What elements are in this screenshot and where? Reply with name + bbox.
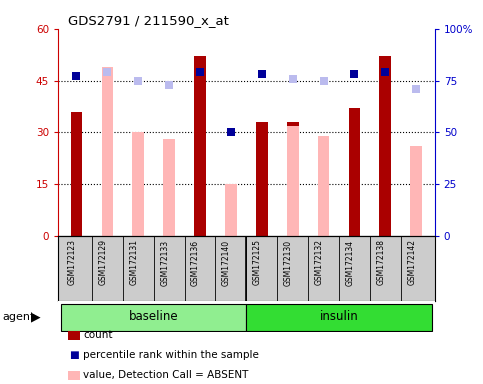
Bar [287, 126, 298, 236]
Text: insulin: insulin [320, 310, 358, 323]
Text: ▶: ▶ [31, 310, 41, 323]
Bar [163, 139, 175, 236]
Bar [132, 132, 144, 236]
Text: count: count [83, 330, 113, 340]
Text: GSM172140: GSM172140 [222, 240, 231, 286]
Text: GSM172132: GSM172132 [314, 240, 324, 285]
Bar [349, 108, 360, 236]
Text: GSM172136: GSM172136 [191, 240, 200, 286]
Text: GSM172133: GSM172133 [160, 240, 169, 286]
Text: value, Detection Call = ABSENT: value, Detection Call = ABSENT [83, 370, 248, 380]
Text: GDS2791 / 211590_x_at: GDS2791 / 211590_x_at [68, 14, 228, 27]
Text: ■: ■ [69, 350, 79, 360]
Text: GSM172129: GSM172129 [99, 240, 107, 285]
Bar [194, 56, 206, 236]
Bar [225, 184, 237, 236]
Bar [410, 146, 422, 236]
Bar [287, 122, 298, 236]
Text: baseline: baseline [129, 310, 179, 323]
Text: GSM172131: GSM172131 [129, 240, 138, 285]
Bar [61, 304, 246, 331]
Text: GSM172134: GSM172134 [345, 240, 355, 286]
Bar [256, 122, 268, 236]
Bar [246, 304, 432, 331]
Bar [318, 136, 329, 236]
Text: GSM172125: GSM172125 [253, 240, 262, 285]
Text: percentile rank within the sample: percentile rank within the sample [83, 350, 259, 360]
Text: agent: agent [2, 312, 35, 322]
Bar [380, 56, 391, 236]
Text: GSM172138: GSM172138 [376, 240, 385, 285]
Bar [101, 67, 113, 236]
Text: GSM172142: GSM172142 [407, 240, 416, 285]
Text: GSM172123: GSM172123 [68, 240, 76, 285]
Text: GSM172130: GSM172130 [284, 240, 293, 286]
Bar [71, 112, 83, 236]
